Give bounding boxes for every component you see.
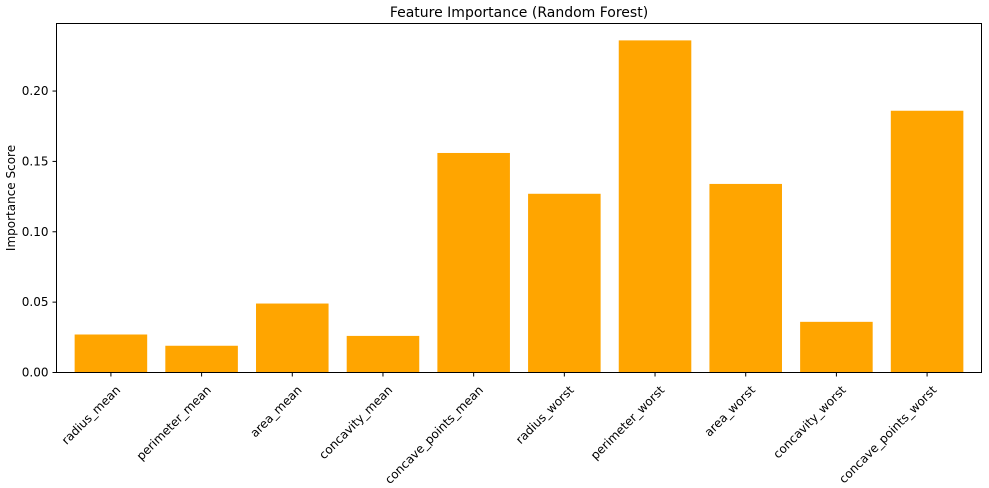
- bar-concave_points_worst: [890, 110, 964, 373]
- bar-perimeter_mean: [165, 345, 238, 373]
- bar-area_worst: [709, 183, 782, 373]
- y-tick-label: 0.10: [22, 225, 49, 239]
- y-axis-label: Importance Score: [4, 145, 18, 251]
- chart-title: Feature Importance (Random Forest): [390, 5, 648, 21]
- x-tick-label-perimeter_worst: perimeter_worst: [588, 383, 668, 463]
- bar-radius_worst: [528, 193, 601, 373]
- bar-concave_points_mean: [437, 152, 510, 373]
- y-axis: 0.00 0.05 0.10 0.15 0.20: [22, 84, 57, 380]
- x-tick-label-area_mean: area_mean: [247, 383, 304, 440]
- bars-group: [74, 40, 964, 373]
- x-tick-label-perimeter_mean: perimeter_mean: [134, 383, 214, 463]
- y-tick-label: 0.05: [22, 295, 49, 309]
- bar-concavity_worst: [800, 321, 873, 373]
- x-tick-label-concavity_worst: concavity_worst: [770, 383, 849, 462]
- bar-concavity_mean: [346, 335, 420, 373]
- bar-radius_mean: [74, 334, 148, 373]
- bar-perimeter_worst: [618, 40, 692, 373]
- x-axis: radius_mean perimeter_mean area_mean concav…: [59, 372, 940, 487]
- y-tick-label: 0.00: [22, 366, 49, 380]
- x-tick-label-concavity_mean: concavity_mean: [316, 383, 395, 462]
- x-tick-label-area_worst: area_worst: [702, 383, 759, 440]
- plot-frame: [56, 23, 982, 373]
- x-tick-label-radius_mean: radius_mean: [59, 383, 123, 447]
- bar-area_mean: [256, 303, 329, 373]
- y-tick-label: 0.15: [22, 154, 49, 168]
- x-tick-label-concave_points_mean: concave_points_mean: [382, 383, 486, 487]
- x-tick-label-radius_worst: radius_worst: [513, 383, 577, 447]
- y-tick-label: 0.20: [22, 84, 49, 98]
- x-tick-label-concave_points_worst: concave_points_worst: [836, 383, 939, 486]
